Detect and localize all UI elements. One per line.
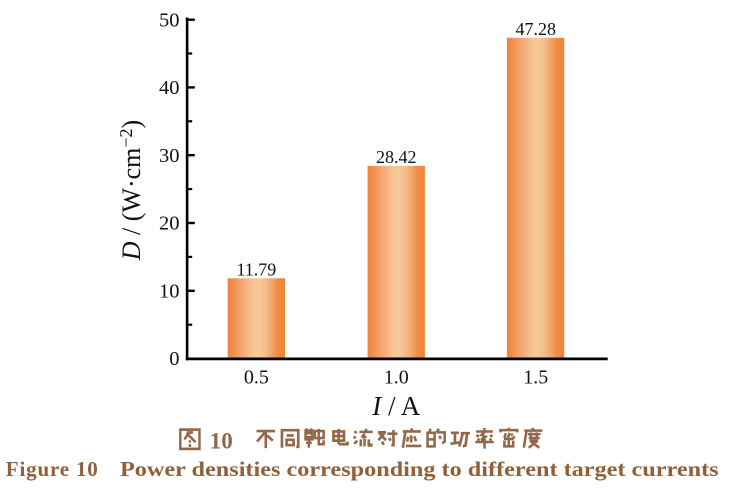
svg-text:20: 20 — [159, 213, 180, 235]
svg-text:50: 50 — [159, 9, 180, 31]
svg-text:10: 10 — [159, 280, 180, 302]
svg-text:30: 30 — [159, 145, 180, 167]
svg-text:1.0: 1.0 — [384, 367, 409, 389]
svg-text:0: 0 — [169, 348, 179, 370]
svg-text:D / (W·cm−2): D / (W·cm−2) — [116, 120, 146, 261]
svg-text:1.5: 1.5 — [523, 367, 548, 389]
svg-text:28.42: 28.42 — [376, 147, 417, 167]
svg-text:40: 40 — [159, 77, 180, 99]
svg-text:0.5: 0.5 — [244, 367, 269, 389]
svg-text:47.28: 47.28 — [515, 19, 556, 39]
svg-text:10: 10 — [210, 428, 233, 453]
svg-text:I / A: I / A — [371, 391, 421, 421]
svg-text:11.79: 11.79 — [236, 260, 276, 280]
